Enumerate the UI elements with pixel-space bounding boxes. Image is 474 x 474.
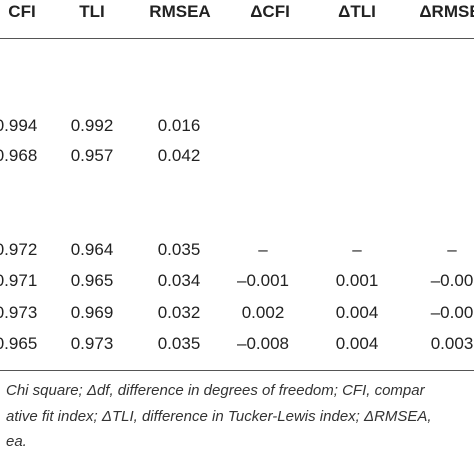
footer-rule [0,370,474,371]
column-header: RMSEA [149,2,211,21]
table-cell: 0.973 [0,303,38,322]
footnote-line: ea. [6,433,27,450]
table-cell: 0.957 [70,146,114,165]
column-header: ΔTLI [338,2,376,21]
table-cell: 0.035 [157,334,201,353]
table-cell: – [352,240,362,259]
table-cell: 0.003 [430,334,474,353]
table-cell: 0.016 [157,116,201,135]
table-cell: 0.973 [70,334,114,353]
table-cell: 0.992 [70,116,114,135]
table-cell: 0.971 [0,271,38,290]
table-cell: 0.994 [0,116,38,135]
table-cell: 0.042 [157,146,201,165]
column-header: ΔRMSE [419,2,474,21]
column-header: TLI [79,2,105,21]
table-cell: 0.972 [0,240,38,259]
table-cell: –0.00 [430,271,474,290]
column-header: ΔCFI [250,2,290,21]
header-rule [0,38,474,39]
footnote-line: ative fit index; ΔTLI, difference in Tuc… [6,408,432,425]
footnote-line: Chi square; Δdf, difference in degrees o… [6,382,425,399]
table-cell: 0.035 [157,240,201,259]
table-cell: 0.032 [157,303,201,322]
table-cell: 0.002 [241,303,285,322]
table-cell: 0.004 [335,303,379,322]
table-cell: –0.008 [237,334,289,353]
table-cell: 0.968 [0,146,38,165]
table-cell: – [447,240,457,259]
table-cell: 0.969 [70,303,114,322]
table-cell: 0.004 [335,334,379,353]
table-cell: –0.001 [237,271,289,290]
table-cell: 0.034 [157,271,201,290]
column-header: CFI [8,2,36,21]
table-cell: –0.00 [430,303,474,322]
table-cell: – [258,240,268,259]
table-cell: 0.965 [70,271,114,290]
table-cell: 0.965 [0,334,38,353]
table-cell: 0.001 [335,271,379,290]
table-cell: 0.964 [70,240,114,259]
